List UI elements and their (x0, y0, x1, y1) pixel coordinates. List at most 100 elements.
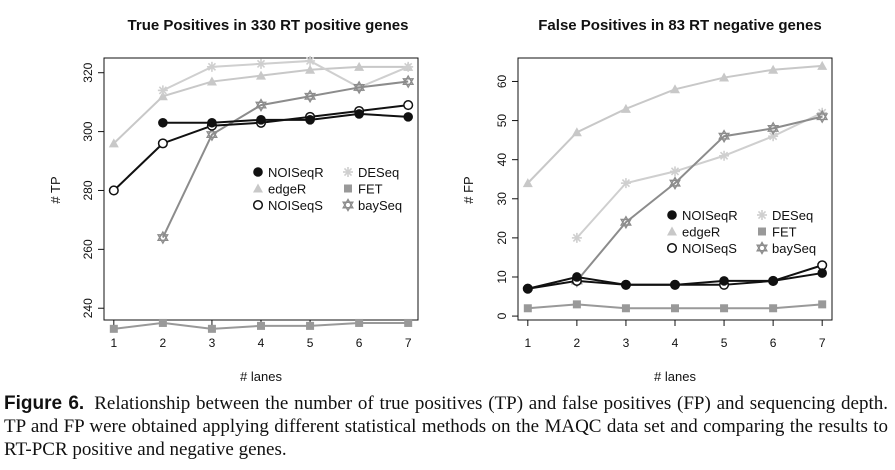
series-NOISeqR (158, 109, 413, 128)
legend-marker (666, 242, 678, 254)
data-point (109, 324, 118, 333)
data-point (719, 276, 729, 286)
series-DESeq (571, 107, 828, 243)
legend-label: FET (772, 225, 797, 240)
legend-item-baySeq: baySeq (342, 198, 402, 213)
data-point (572, 300, 581, 309)
data-point (157, 138, 168, 149)
y-tick-label: 300 (81, 121, 95, 141)
x-tick-label: 5 (307, 336, 314, 350)
legend-label: baySeq (358, 198, 402, 213)
legend-item-edgeR: edgeR (253, 182, 306, 197)
y-tick-label: 50 (495, 114, 509, 128)
data-point (403, 100, 414, 111)
data-point (402, 74, 415, 89)
data-point (305, 64, 316, 74)
data-point (523, 304, 532, 313)
chart-panel-1: True Positives in 330 RT positive genes 1… (48, 17, 419, 384)
series-line (527, 64, 823, 184)
series-line (162, 112, 409, 124)
data-point (523, 283, 533, 294)
data-point (207, 324, 216, 333)
legend-item-FET: FET (344, 182, 383, 197)
data-point (719, 72, 730, 82)
data-point (256, 58, 266, 69)
legend-item-NOISeqR: NOISeqR (667, 208, 738, 223)
legend-item-FET: FET (758, 225, 797, 240)
legend-item-DESeq: DESeq (343, 165, 399, 180)
data-point (620, 103, 631, 113)
legend-marker (253, 183, 263, 193)
y-tick-label: 20 (495, 231, 509, 245)
legend-marker (252, 199, 264, 211)
data-point (206, 61, 217, 72)
series-line (162, 59, 409, 92)
x-tick-label: 6 (356, 336, 363, 350)
data-point (257, 321, 265, 330)
legend-label: NOISeqR (268, 165, 324, 180)
x-tick-label: 1 (524, 336, 531, 350)
x-tick-label: 2 (574, 336, 581, 350)
legend-label: edgeR (682, 225, 720, 240)
legend-marker (667, 226, 677, 236)
series-baySeq (570, 109, 829, 288)
data-point (571, 232, 582, 243)
data-point (255, 98, 267, 113)
legend-label: NOISeqR (682, 208, 738, 223)
data-point (205, 127, 218, 142)
legend-label: NOISeqS (268, 198, 323, 213)
legend-label: edgeR (268, 182, 306, 197)
legend-label: baySeq (772, 241, 816, 256)
legend-marker (344, 184, 352, 193)
data-point (157, 91, 168, 101)
data-point (720, 304, 729, 313)
series-line (161, 80, 409, 238)
legend-item-edgeR: edgeR (667, 225, 720, 240)
data-point (817, 260, 828, 271)
y-axis: 240 260 280 300 320 (81, 62, 104, 318)
y-tick-label: 60 (495, 74, 509, 88)
data-point (571, 127, 582, 137)
legend-marker (756, 241, 768, 255)
data-point (670, 280, 680, 290)
data-point (256, 115, 266, 125)
figure-caption: Figure 6. Relationship between the number… (4, 392, 888, 461)
x-tick-label: 6 (770, 336, 777, 350)
data-point (619, 215, 632, 230)
data-point (305, 55, 316, 66)
legend-marker (757, 210, 767, 220)
series-line (576, 111, 823, 239)
series-edgeR (522, 60, 828, 188)
legend-marker (253, 167, 263, 177)
series-FET (523, 300, 827, 313)
legend-marker (343, 167, 353, 177)
legend-label: NOISeqS (682, 241, 737, 256)
x-tick-label: 5 (721, 336, 728, 350)
y-axis-label: # TP (48, 176, 63, 203)
x-tick-label: 4 (258, 336, 265, 350)
figure: True Positives in 330 RT positive genes 1… (48, 17, 833, 384)
data-point (768, 64, 779, 74)
data-point (355, 318, 364, 327)
data-point (108, 138, 119, 148)
y-axis: 0 10 20 30 40 50 60 (495, 74, 518, 319)
data-point (620, 178, 631, 189)
y-tick-label: 260 (81, 239, 95, 259)
data-point (158, 117, 168, 128)
y-tick-label: 240 (81, 298, 95, 318)
data-point (768, 276, 778, 286)
data-point (522, 178, 533, 188)
data-point (671, 304, 679, 313)
data-point (354, 109, 364, 119)
data-point (572, 272, 582, 282)
series-NOISeqR (523, 268, 827, 294)
legend-item-NOISeqR: NOISeqR (253, 165, 324, 180)
legend-item-DESeq: DESeq (757, 208, 813, 223)
series-FET (109, 318, 413, 333)
x-tick-label: 3 (623, 336, 630, 350)
x-axis-label: # lanes (654, 369, 696, 384)
x-tick-label: 3 (209, 336, 216, 350)
data-point (816, 109, 829, 124)
